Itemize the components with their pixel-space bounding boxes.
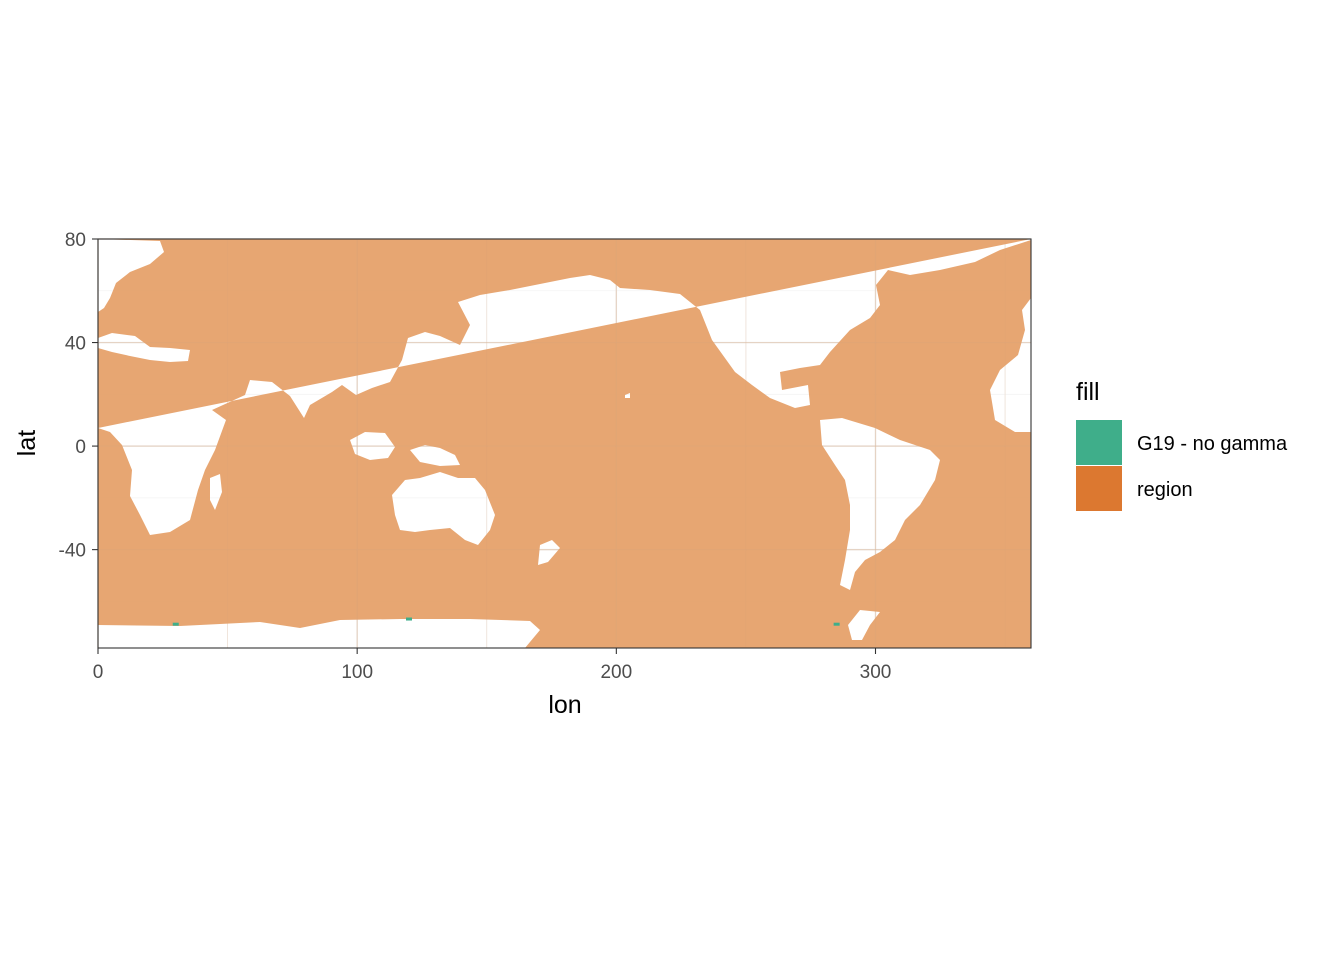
x-tick-label: 100 xyxy=(341,662,373,683)
legend-label-region: region xyxy=(1137,479,1193,501)
y-axis: -40 0 40 80 xyxy=(59,230,98,562)
ocean-region-fill xyxy=(98,239,1031,648)
legend-title: fill xyxy=(1076,378,1100,406)
g19-cell xyxy=(833,622,840,626)
y-tick-label: 80 xyxy=(65,230,86,251)
y-tick-label: -40 xyxy=(59,541,86,562)
legend: fill G19 - no gamma region xyxy=(1076,378,1288,511)
x-tick-label: 200 xyxy=(600,662,632,683)
x-axis-title: lon xyxy=(548,691,581,719)
legend-label-g19: G19 - no gamma xyxy=(1137,433,1288,455)
x-axis: 0 100 200 300 xyxy=(93,648,892,683)
g19-cells xyxy=(172,617,840,626)
panel-border xyxy=(97,238,1032,649)
legend-swatch-g19 xyxy=(1076,420,1122,465)
map-layer xyxy=(98,239,1031,648)
y-tick-label: 0 xyxy=(75,437,86,458)
y-tick-label: 40 xyxy=(65,334,86,355)
x-tick-label: 0 xyxy=(93,662,104,683)
legend-swatch-region xyxy=(1076,466,1122,511)
g19-cell xyxy=(406,617,412,621)
y-axis-title: lat xyxy=(13,430,41,456)
g19-cell xyxy=(172,622,179,626)
x-tick-label: 300 xyxy=(860,662,892,683)
